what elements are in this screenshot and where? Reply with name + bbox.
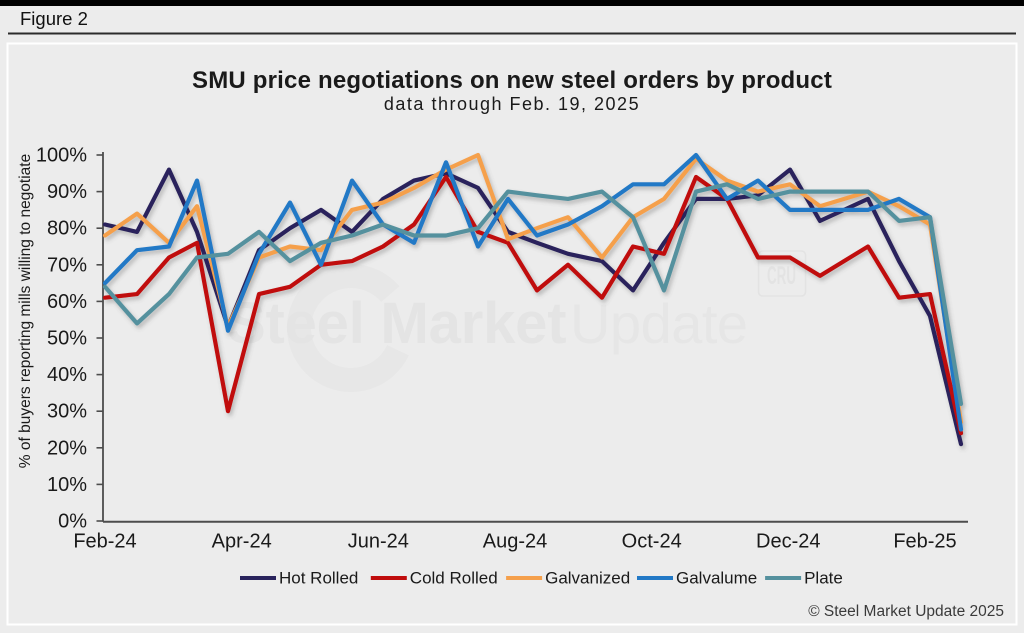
svg-text:90%: 90% — [47, 181, 87, 203]
svg-text:Figure 2: Figure 2 — [20, 8, 88, 29]
svg-text:Update: Update — [570, 292, 748, 355]
svg-text:70%: 70% — [47, 254, 87, 276]
svg-text:50%: 50% — [47, 328, 87, 350]
svg-text:Dec-24: Dec-24 — [756, 531, 820, 553]
svg-text:% of buyers reporting mills wi: % of buyers reporting mills willing to n… — [17, 154, 34, 468]
svg-text:CRU: CRU — [767, 262, 796, 290]
svg-text:Apr-24: Apr-24 — [212, 531, 272, 553]
svg-text:Feb-25: Feb-25 — [893, 531, 956, 553]
svg-text:Galvalume: Galvalume — [676, 569, 757, 588]
svg-text:Steel Market: Steel Market — [227, 291, 566, 356]
svg-text:10%: 10% — [47, 474, 87, 496]
svg-text:Feb-24: Feb-24 — [73, 531, 136, 553]
svg-text:Hot Rolled: Hot Rolled — [279, 569, 358, 588]
svg-text:100%: 100% — [36, 145, 87, 167]
svg-text:data through Feb. 19, 2025: data through Feb. 19, 2025 — [384, 94, 640, 114]
svg-text:Aug-24: Aug-24 — [483, 531, 548, 553]
svg-text:Jun-24: Jun-24 — [348, 531, 409, 553]
svg-text:40%: 40% — [47, 364, 87, 386]
svg-text:Plate: Plate — [804, 569, 843, 588]
svg-text:60%: 60% — [47, 291, 87, 313]
svg-text:0%: 0% — [58, 511, 87, 533]
svg-text:20%: 20% — [47, 437, 87, 459]
svg-text:SMU price negotiations on new: SMU price negotiations on new steel orde… — [192, 67, 832, 94]
svg-text:80%: 80% — [47, 218, 87, 240]
svg-text:© Steel Market Update 2025: © Steel Market Update 2025 — [808, 603, 1004, 620]
svg-text:30%: 30% — [47, 401, 87, 423]
svg-text:Oct-24: Oct-24 — [622, 531, 682, 553]
svg-text:Galvanized: Galvanized — [545, 569, 630, 588]
svg-text:Cold Rolled: Cold Rolled — [410, 569, 498, 588]
